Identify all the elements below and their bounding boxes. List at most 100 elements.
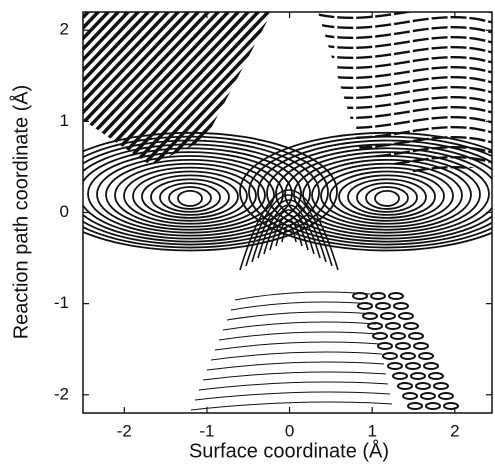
x-tick-label: 0: [285, 421, 294, 440]
y-tick-label: -1: [54, 293, 69, 312]
contour-line: [329, 170, 445, 222]
contour-line: [423, 362, 439, 370]
contour-line: [98, 12, 272, 165]
contour-line: [318, 115, 492, 130]
contour-line: [83, 139, 320, 246]
contour-line: [214, 341, 381, 351]
contour-line: [311, 162, 463, 228]
contour-line: [356, 182, 418, 213]
contour-line: [407, 402, 423, 410]
contour-line: [128, 12, 272, 165]
contour-line: [83, 131, 338, 252]
contour-line: [318, 55, 492, 70]
contour-line: [230, 301, 373, 311]
contour-line: [347, 178, 427, 216]
contour-line: [443, 402, 459, 410]
contour-line: [275, 219, 303, 247]
contour-line: [403, 322, 419, 330]
y-tick-label: -2: [54, 384, 69, 403]
contour-line: [367, 322, 383, 330]
contour-line: [402, 392, 418, 400]
x-tick-label: 2: [450, 421, 459, 440]
contour-line: [338, 174, 436, 219]
contour-line: [132, 170, 248, 222]
contour-line: [318, 15, 492, 30]
contour-line: [83, 12, 202, 165]
contour-line: [374, 189, 400, 207]
contour-line: [318, 95, 492, 110]
y-axis-label: Reaction path coordinate (Å): [9, 85, 32, 340]
contour-line: [318, 85, 492, 100]
contour-line: [300, 0, 495, 8]
contour-line: [392, 372, 408, 380]
contour-line: [83, 12, 212, 165]
contour-line: [234, 291, 371, 301]
contour-line: [83, 12, 232, 165]
contour-line: [352, 292, 368, 300]
contour-line: [413, 342, 429, 350]
contour-line: [123, 166, 257, 225]
contour-line: [210, 351, 383, 361]
contour-line: [251, 199, 327, 263]
contour-line: [385, 322, 401, 330]
contour-line: [400, 352, 416, 360]
contour-line: [150, 178, 230, 216]
contour-line: [83, 12, 222, 165]
contour-line: [83, 12, 142, 165]
contour-line: [83, 12, 162, 165]
y-tick-label: 2: [60, 20, 69, 39]
contour-line: [226, 311, 375, 321]
contour-line: [318, 105, 492, 120]
contour-line: [206, 361, 385, 371]
contour-line: [320, 166, 454, 225]
contour-line: [239, 189, 339, 271]
contour-line: [83, 12, 122, 165]
contour-line: [377, 342, 393, 350]
contour-line: [387, 362, 403, 370]
contour-line: [390, 332, 406, 340]
contour-line: [141, 174, 239, 219]
contour-line: [372, 332, 388, 340]
contour-line: [415, 382, 431, 390]
contour-line: [159, 182, 221, 213]
x-tick-label: 1: [367, 421, 376, 440]
contour-line: [114, 162, 266, 228]
contour-line: [397, 382, 413, 390]
contour-lines: [83, 0, 495, 411]
x-tick-label: -2: [117, 421, 132, 440]
contour-line: [357, 302, 373, 310]
contour-line: [362, 312, 378, 320]
contour-line: [83, 12, 252, 165]
contour-line: [275, 147, 492, 240]
contour-line: [257, 204, 321, 259]
contour-line: [281, 224, 297, 243]
contour-line: [420, 392, 436, 400]
contour-line: [318, 65, 492, 80]
x-axis-label: Surface coordinate (Å): [189, 439, 389, 462]
contour-line: [239, 131, 492, 252]
contour-line: [388, 292, 404, 300]
lower-lines: [190, 291, 459, 411]
contour-line: [83, 143, 311, 243]
contour-line: [375, 302, 391, 310]
contour-line: [395, 342, 411, 350]
contour-line: [222, 321, 377, 331]
contour-line: [269, 214, 309, 251]
contour-line: [433, 382, 449, 390]
contour-line: [398, 312, 414, 320]
contour-line: [365, 186, 409, 210]
potential-wells: [83, 131, 492, 252]
contour-line: [370, 292, 386, 300]
contour-line: [96, 155, 284, 234]
contour-line: [300, 277, 495, 288]
contour-line: [198, 381, 389, 391]
contour-line: [382, 352, 398, 360]
contour-line: [202, 371, 387, 381]
contour-line: [405, 362, 421, 370]
contour-line: [83, 12, 192, 165]
contour-line: [88, 12, 272, 165]
contour-line: [418, 352, 434, 360]
contour-line: [248, 135, 492, 249]
contour-line: [300, 267, 495, 278]
contour-line: [245, 194, 333, 267]
